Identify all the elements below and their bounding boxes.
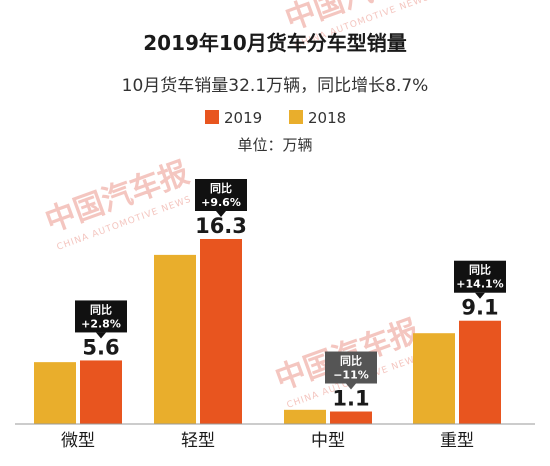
bar-2019-3 <box>459 320 501 424</box>
value-label-1: 16.3 <box>195 214 247 238</box>
yoy-badge-pointer-2 <box>346 383 356 390</box>
category-label-1: 轻型 <box>181 431 215 451</box>
yoy-badge-label-2: 同比 <box>340 354 362 368</box>
unit-label: 单位：万辆 <box>237 136 312 154</box>
legend-label-2019: 2019 <box>224 109 262 127</box>
bar-2018-0 <box>34 362 76 424</box>
category-label-3: 重型 <box>440 431 474 451</box>
bar-2018-3 <box>413 333 455 424</box>
yoy-badge-value-1: +9.6% <box>201 196 241 209</box>
category-label-0: 微型 <box>61 431 95 451</box>
yoy-badge-label-3: 同比 <box>469 263 491 277</box>
chart-title: 2019年10月货车分车型销量 <box>143 31 407 55</box>
bar-2018-2 <box>284 409 326 424</box>
yoy-badge-value-2: −11% <box>333 369 369 382</box>
yoy-badge-pointer-1 <box>216 210 226 217</box>
yoy-badge-1 <box>195 178 247 211</box>
bar-2019-0 <box>80 360 122 424</box>
yoy-badge-0 <box>75 300 127 333</box>
yoy-badge-value-0: +2.8% <box>81 317 121 330</box>
yoy-badge-3 <box>454 260 506 293</box>
yoy-badge-2 <box>325 351 377 384</box>
bar-2019-1 <box>200 238 242 424</box>
yoy-badge-pointer-0 <box>96 332 106 339</box>
legend-swatch-2018 <box>289 110 303 124</box>
legend-swatch-2019 <box>205 110 219 124</box>
chart-subtitle: 10月货车销量32.1万辆，同比增长8.7% <box>122 76 429 96</box>
yoy-badge-value-3: +14.1% <box>456 278 503 291</box>
bar-2019-2 <box>330 411 372 424</box>
category-label-2: 中型 <box>311 431 345 451</box>
value-label-0: 5.6 <box>82 335 119 359</box>
bars-group: 微型5.6同比+2.8%轻型16.3同比+9.6%中型1.1同比−11%重型9.… <box>34 178 506 451</box>
yoy-badge-label-0: 同比 <box>90 302 112 316</box>
legend: 2019 2018 <box>205 109 346 127</box>
yoy-badge-label-1: 同比 <box>210 181 232 195</box>
value-label-3: 9.1 <box>461 296 498 320</box>
bar-2018-1 <box>154 254 196 424</box>
value-label-2: 1.1 <box>332 387 369 411</box>
legend-label-2018: 2018 <box>308 109 346 127</box>
yoy-badge-pointer-3 <box>475 292 485 299</box>
